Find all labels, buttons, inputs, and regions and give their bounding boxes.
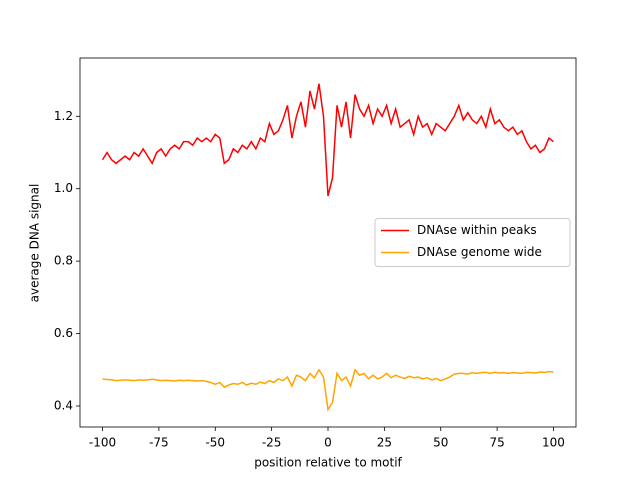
- x-tick-label: -50: [205, 436, 225, 450]
- legend-label: DNAse genome wide: [417, 245, 542, 259]
- x-axis-label: position relative to motif: [254, 456, 402, 470]
- data-line: [102, 368, 554, 412]
- y-axis-label: average DNA signal: [28, 184, 42, 303]
- x-tick-label: 25: [377, 436, 392, 450]
- x-tick-label: 0: [324, 436, 332, 450]
- x-tick-label: -25: [262, 436, 282, 450]
- x-tick-label: 75: [489, 436, 504, 450]
- data-line: [101, 83, 554, 197]
- x-tick-label: 50: [433, 436, 448, 450]
- plot-frame: [79, 57, 577, 428]
- x-tick-label: 100: [542, 436, 565, 450]
- y-tick-label: 1.0: [54, 181, 73, 195]
- x-tick-label: -75: [149, 436, 169, 450]
- y-tick-label: 0.6: [54, 326, 73, 340]
- legend-label: DNAse within peaks: [417, 223, 537, 237]
- legend-box: [374, 218, 571, 267]
- x-tick-label: -100: [89, 436, 116, 450]
- y-tick-label: 0.8: [54, 254, 73, 268]
- y-tick-label: 1.2: [54, 109, 73, 123]
- y-tick-label: 0.4: [54, 398, 73, 412]
